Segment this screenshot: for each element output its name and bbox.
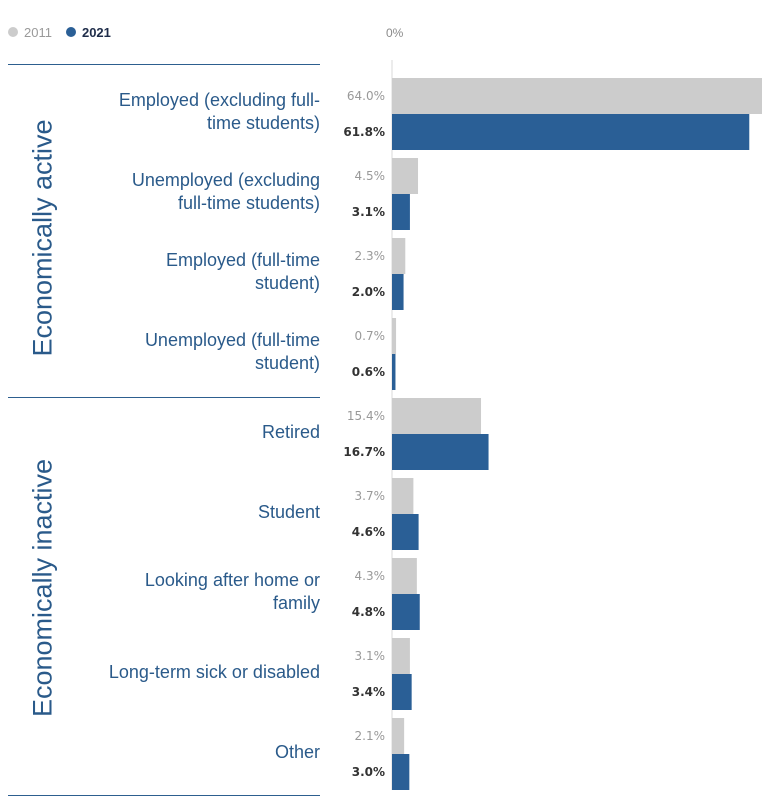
value-label-2011-6: 4.3%	[355, 569, 386, 583]
value-label-2011-2: 2.3%	[355, 249, 386, 263]
divider-middle	[8, 397, 320, 398]
value-label-2011-0: 64.0%	[347, 89, 385, 103]
category-label-line: Unemployed (full-time	[144, 330, 320, 350]
value-label-2011-4: 15.4%	[347, 409, 385, 423]
value-label-2021-3: 0.6%	[352, 365, 385, 379]
value-label-2021-7: 3.4%	[352, 685, 385, 699]
category-label-line: student)	[254, 273, 320, 293]
bar-2011-1[interactable]	[392, 158, 419, 194]
category-label-line: Other	[274, 741, 320, 762]
bar-2021-3[interactable]	[392, 354, 396, 390]
bar-2021-0[interactable]	[392, 114, 750, 150]
category-label-line: Long-term sick or disabled	[108, 661, 320, 682]
bar-2011-6[interactable]	[392, 558, 417, 594]
divider-bottom	[8, 795, 320, 796]
category-label-line: Student	[257, 501, 320, 522]
category-label: Long-term sick or disabled	[60, 661, 320, 684]
bar-2011-8[interactable]	[392, 718, 405, 754]
category-label-line: family	[272, 593, 320, 613]
category-label: Unemployed (full-time student)	[60, 329, 320, 375]
value-label-2021-8: 3.0%	[352, 765, 385, 779]
legend-item-2021[interactable]: 2021	[65, 24, 111, 40]
bar-2021-8[interactable]	[392, 754, 410, 790]
bar-2011-7[interactable]	[392, 638, 410, 674]
bar-2011-4[interactable]	[392, 398, 482, 434]
category-label-line: Looking after home or	[144, 570, 320, 590]
legend-label-2011: 2011	[24, 24, 52, 40]
category-label: Retired	[60, 421, 320, 444]
bar-2011-0[interactable]	[392, 78, 762, 114]
bar-2021-1[interactable]	[392, 194, 410, 230]
value-label-2021-5: 4.6%	[352, 525, 385, 539]
legend-dot-2011	[8, 27, 18, 37]
bar-2021-2[interactable]	[392, 274, 404, 310]
category-label-line: Retired	[261, 421, 320, 442]
bar-2021-7[interactable]	[392, 674, 412, 710]
bar-2021-5[interactable]	[392, 514, 419, 550]
legend-item-2011[interactable]: 2011	[8, 25, 52, 40]
value-label-2021-4: 16.7%	[343, 445, 385, 459]
bar-2011-2[interactable]	[392, 238, 406, 274]
legend-label-2021: 2021	[81, 24, 111, 40]
bar-2021-6[interactable]	[392, 594, 420, 630]
divider-top	[8, 64, 320, 65]
category-label: Employed (full-time student)	[60, 249, 320, 295]
value-label-2021-2: 2.0%	[352, 285, 385, 299]
value-label-2011-3: 0.7%	[355, 329, 386, 343]
value-label-2011-8: 2.1%	[355, 729, 386, 743]
legend: 2011 2021	[8, 22, 111, 42]
bar-2021-4[interactable]	[392, 434, 489, 470]
bar-2011-5[interactable]	[392, 478, 414, 514]
category-label: Employed (excluding full-time students)	[60, 89, 320, 135]
category-label: Looking after home or family	[60, 569, 320, 615]
category-label: Student	[60, 501, 320, 524]
value-label-2011-5: 3.7%	[355, 489, 386, 503]
axis-zero-label: 0%	[386, 26, 404, 40]
value-label-2011-1: 4.5%	[355, 169, 386, 183]
category-label-line: Employed (excluding full-	[118, 90, 320, 110]
category-label-line: Employed (full-time	[165, 250, 320, 270]
value-label-2021-0: 61.8%	[343, 125, 385, 139]
value-label-2021-6: 4.8%	[352, 605, 385, 619]
legend-dot-2021	[65, 27, 76, 37]
category-label-line: student)	[254, 353, 320, 373]
value-label-2021-1: 3.1%	[352, 205, 385, 219]
category-label-line: Unemployed (excluding	[131, 170, 320, 190]
category-label: Unemployed (excluding full-time students)	[60, 169, 320, 215]
category-label: Other	[60, 741, 320, 764]
category-label-line: time students)	[206, 113, 320, 133]
value-label-2011-7: 3.1%	[355, 649, 386, 663]
category-label-line: full-time students)	[177, 193, 320, 213]
bar-2011-3[interactable]	[392, 318, 397, 354]
